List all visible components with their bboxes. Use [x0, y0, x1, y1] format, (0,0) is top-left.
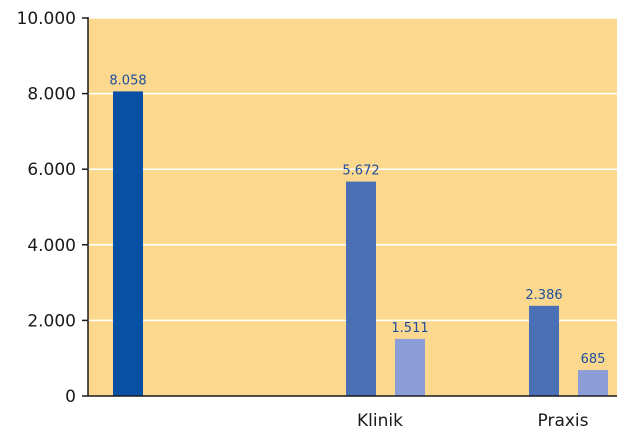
y-axis-tick-labels: 0 2.000 4.000 6.000 8.000 10.000 [17, 9, 76, 407]
bar-value-label: 8.058 [109, 73, 146, 88]
y-tick-label: 6.000 [27, 160, 76, 180]
data-labels: 8.058 5.672 1.511 2.386 685 [109, 73, 605, 367]
y-tick-label: 10.000 [17, 9, 76, 29]
bar-series [113, 91, 608, 397]
y-tick-label: 2.000 [27, 311, 76, 331]
y-tick-label: 4.000 [27, 236, 76, 256]
y-tick-label: 8.000 [27, 85, 76, 105]
axes [82, 17, 617, 397]
bar-value-label: 2.386 [525, 288, 562, 303]
x-category-label: Praxis [538, 411, 589, 431]
bar-value-label: 685 [581, 352, 606, 367]
bar [395, 338, 425, 396]
bar [578, 370, 608, 396]
y-tick-label: 0 [65, 387, 76, 407]
x-axis-category-labels: Klinik Praxis [357, 411, 589, 431]
bar [346, 181, 376, 396]
bar [529, 305, 559, 396]
x-category-label: Klinik [357, 411, 403, 431]
bar-value-label: 1.511 [391, 321, 428, 336]
bar-value-label: 5.672 [342, 164, 379, 179]
bar [113, 91, 143, 397]
